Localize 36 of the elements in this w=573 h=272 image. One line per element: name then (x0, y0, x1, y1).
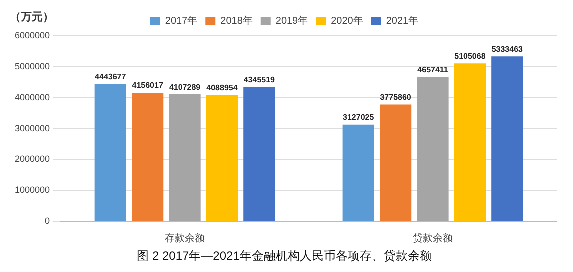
data-label: 4156017 (132, 81, 164, 90)
data-label: 3127025 (343, 113, 375, 122)
y-tick-label: 6000000 (14, 30, 50, 40)
legend-label: 2018年 (220, 14, 253, 27)
y-tick-label: 5000000 (14, 61, 50, 72)
bar (454, 64, 486, 222)
text: 图 2 2017年—2021年金融机构人民币各项存、贷款余额 (137, 249, 432, 264)
bar (492, 56, 524, 222)
legend-label: 2017年 (165, 14, 198, 27)
bar (94, 84, 126, 222)
bar (206, 95, 238, 222)
y-tick-label: 2000000 (14, 154, 50, 164)
y-tick-label: 3000000 (14, 123, 50, 134)
data-label: 4345519 (244, 75, 276, 84)
bar (244, 87, 276, 222)
y-tick-label: 0 (45, 216, 50, 226)
data-label: 4443677 (95, 72, 127, 82)
bar (342, 124, 374, 222)
data-label: 5105068 (454, 52, 486, 61)
legend-label: 2019年 (276, 14, 308, 27)
data-label: 4107289 (169, 82, 202, 92)
x-tick-label: 贷款余额 (413, 232, 454, 244)
y-tick-label: 1000000 (14, 185, 50, 196)
legend-label: 2021年 (386, 14, 419, 27)
bar (169, 94, 201, 222)
data-label: 3775860 (380, 93, 412, 102)
bar (380, 104, 412, 222)
data-label: 4657411 (418, 66, 449, 75)
x-tick-label: 存款余额 (165, 232, 206, 244)
y-axis-title: （万元） (10, 12, 54, 24)
data-label: 5333463 (492, 44, 524, 54)
bar (132, 93, 164, 222)
y-tick-label: 4000000 (14, 92, 50, 102)
data-label: 4088954 (206, 83, 238, 92)
legend-label: 2020年 (331, 14, 364, 27)
bar (417, 78, 449, 222)
